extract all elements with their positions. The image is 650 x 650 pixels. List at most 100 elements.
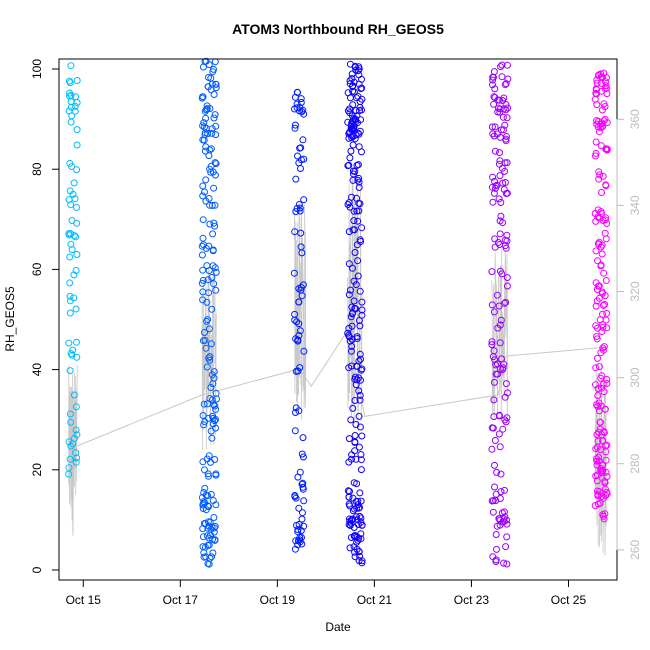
data-point bbox=[357, 466, 365, 474]
data-point bbox=[350, 277, 358, 285]
data-point bbox=[298, 480, 306, 488]
data-point bbox=[353, 207, 361, 215]
data-point bbox=[292, 367, 300, 375]
data-point bbox=[356, 287, 364, 295]
data-point bbox=[350, 297, 358, 305]
y2-tick-label: 300 bbox=[628, 367, 642, 387]
data-point bbox=[72, 426, 80, 434]
data-point bbox=[601, 300, 609, 308]
data-point bbox=[489, 198, 497, 206]
data-point bbox=[602, 316, 610, 324]
data-point bbox=[492, 184, 499, 192]
data-point bbox=[603, 488, 611, 496]
data-point bbox=[350, 170, 357, 178]
data-point bbox=[210, 91, 218, 98]
data-point bbox=[211, 159, 219, 167]
data-point bbox=[294, 537, 302, 545]
y-tick-label: 40 bbox=[30, 363, 44, 377]
points-layer bbox=[65, 57, 611, 568]
data-point bbox=[602, 456, 610, 464]
data-point bbox=[293, 318, 301, 326]
data-point bbox=[594, 492, 602, 500]
data-point bbox=[503, 231, 511, 239]
secondary-line-burst-4 bbox=[491, 248, 508, 420]
data-point bbox=[491, 235, 499, 243]
data-point bbox=[493, 291, 501, 299]
y2-tick-label: 340 bbox=[628, 195, 642, 215]
data-point bbox=[600, 269, 608, 277]
data-point bbox=[209, 380, 217, 388]
data-point bbox=[66, 455, 74, 463]
data-point bbox=[355, 178, 363, 186]
data-point bbox=[501, 121, 509, 129]
data-point bbox=[204, 518, 212, 526]
data-point bbox=[494, 239, 502, 246]
data-point bbox=[489, 424, 497, 432]
data-point bbox=[488, 301, 496, 309]
x-tick-label: Oct 25 bbox=[551, 593, 587, 607]
data-point bbox=[348, 70, 356, 78]
data-point bbox=[295, 504, 303, 512]
data-point bbox=[68, 163, 76, 170]
data-point bbox=[291, 492, 299, 499]
data-point bbox=[66, 309, 74, 317]
data-point bbox=[296, 207, 304, 215]
data-point bbox=[203, 105, 211, 113]
data-point bbox=[594, 392, 602, 399]
data-point bbox=[298, 515, 306, 523]
data-point bbox=[598, 87, 606, 95]
data-point bbox=[493, 545, 500, 553]
data-point bbox=[353, 516, 361, 524]
data-point bbox=[489, 353, 497, 361]
data-point bbox=[491, 437, 499, 444]
data-point bbox=[207, 384, 215, 391]
data-point bbox=[357, 355, 364, 363]
data-point bbox=[498, 270, 506, 278]
data-point bbox=[502, 380, 510, 388]
data-point bbox=[205, 73, 212, 81]
data-point bbox=[201, 484, 209, 492]
data-point bbox=[599, 323, 607, 331]
data-point bbox=[293, 104, 301, 112]
data-point bbox=[503, 560, 511, 568]
data-point bbox=[201, 466, 208, 474]
data-point bbox=[502, 80, 510, 88]
data-point bbox=[595, 453, 602, 461]
data-point bbox=[356, 200, 364, 208]
data-point bbox=[502, 418, 510, 426]
data-point bbox=[199, 501, 207, 509]
data-point bbox=[594, 437, 602, 445]
data-point bbox=[349, 264, 356, 272]
data-point bbox=[198, 279, 206, 287]
secondary-line-burst-2 bbox=[293, 202, 307, 420]
data-point bbox=[68, 217, 76, 224]
data-point bbox=[72, 458, 80, 466]
data-point bbox=[599, 494, 607, 502]
data-point bbox=[296, 104, 304, 111]
data-point bbox=[348, 119, 356, 127]
data-point bbox=[202, 176, 210, 184]
data-point bbox=[346, 544, 354, 552]
data-point bbox=[298, 249, 306, 257]
data-point bbox=[208, 274, 216, 281]
data-point bbox=[291, 427, 299, 435]
data-point bbox=[212, 160, 220, 168]
data-point bbox=[489, 553, 497, 561]
data-point bbox=[358, 559, 366, 567]
data-point bbox=[491, 147, 499, 155]
data-point bbox=[352, 455, 360, 463]
data-point bbox=[68, 351, 76, 359]
data-point bbox=[599, 122, 607, 130]
data-point bbox=[594, 213, 602, 221]
data-point bbox=[594, 385, 602, 393]
data-point bbox=[597, 418, 604, 426]
data-point bbox=[355, 443, 363, 451]
data-point bbox=[595, 238, 603, 246]
data-point bbox=[291, 124, 299, 132]
data-point bbox=[211, 264, 219, 272]
data-point bbox=[212, 80, 220, 88]
data-point bbox=[204, 83, 212, 91]
data-point bbox=[351, 375, 359, 383]
data-point bbox=[200, 337, 207, 345]
data-point bbox=[205, 560, 213, 568]
